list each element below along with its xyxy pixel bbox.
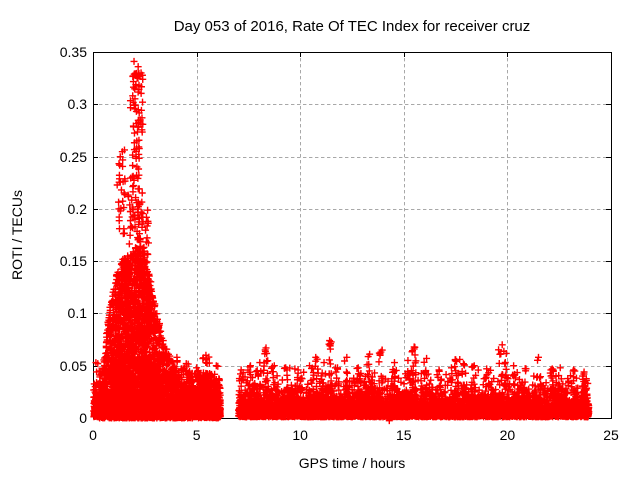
y-tick-label: 0.15 — [59, 253, 87, 270]
x-tick-label: 10 — [292, 427, 308, 443]
y-axis-label: ROTI / TECUs — [9, 190, 25, 280]
x-tick-label: 20 — [499, 427, 516, 443]
y-tick-label: 0.3 — [67, 96, 87, 113]
x-tick-label: 0 — [89, 427, 97, 443]
x-axis-label: GPS time / hours — [298, 455, 406, 471]
y-tick-label: 0 — [79, 410, 87, 426]
y-tick-label: 0.05 — [59, 357, 87, 374]
y-tick-label: 0.25 — [59, 148, 87, 165]
y-tick-label: 0.2 — [67, 200, 87, 217]
x-tick-label: 25 — [603, 427, 619, 443]
y-tick-label: 0.1 — [67, 305, 87, 322]
x-tick-label: 15 — [396, 427, 412, 443]
y-tick-label: 0.35 — [59, 44, 87, 60]
x-tick-label: 5 — [192, 427, 201, 443]
